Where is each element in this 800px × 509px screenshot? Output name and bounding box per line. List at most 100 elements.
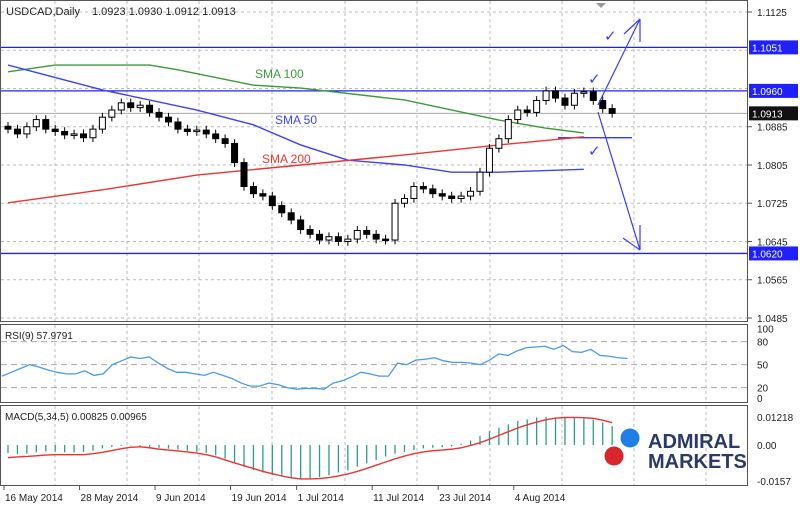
- rsi-label: RSI(9) 57.9791: [5, 331, 73, 342]
- grid: [1, 1, 747, 485]
- candle-bear: [240, 162, 248, 188]
- candle-bear: [212, 133, 220, 140]
- macd-signal-line: [7, 416, 613, 480]
- candle-bull: [504, 119, 512, 140]
- date-label: 16 May 2014: [5, 493, 63, 504]
- candle-bear: [80, 133, 88, 139]
- macd-tick-label: -0.0157: [757, 477, 791, 488]
- logo-blue-dot: [620, 428, 640, 448]
- candle-bull: [193, 129, 201, 133]
- candles: [4, 86, 616, 246]
- candle-bear: [438, 193, 446, 197]
- candle-bear: [183, 128, 191, 133]
- check-icon: ✓: [588, 143, 601, 160]
- candle-bear: [448, 195, 456, 199]
- candle-bull: [32, 119, 40, 128]
- level-label-bg: [749, 40, 798, 55]
- candle-bull: [325, 236, 333, 241]
- macd-label: MACD(5,34,5) 0.00825 0.00965: [5, 412, 147, 423]
- annotations[interactable]: ✓ ✓ ✓: [588, 18, 641, 251]
- candle-bear: [61, 131, 69, 136]
- price-tick-label: 1.0645: [757, 237, 788, 248]
- current-price-label: 1.0913: [752, 109, 783, 120]
- forecast-arrows[interactable]: [597, 18, 641, 251]
- arrow-down-line: [597, 111, 641, 251]
- candle-bear: [523, 109, 531, 113]
- price-tick-label: 1.0485: [757, 314, 788, 325]
- panel-frames: [0, 0, 748, 486]
- candle-bear: [231, 142, 239, 164]
- candle-bull: [542, 90, 550, 101]
- horizontal-levels[interactable]: [0, 46, 748, 255]
- logo-line1: ADMIRAL: [648, 431, 740, 453]
- logo-line2: MARKETS: [648, 451, 747, 473]
- candle-bear: [419, 186, 427, 190]
- candle-bear: [599, 99, 607, 110]
- price-tick-label: 1.0565: [757, 276, 788, 287]
- candle-bear: [127, 102, 135, 109]
- candle-bull: [533, 99, 541, 113]
- candle-bear: [372, 233, 380, 240]
- candle-bear: [259, 193, 267, 197]
- level-label-bg: [749, 246, 798, 261]
- candle-bear: [608, 108, 616, 114]
- candle-bear: [297, 219, 305, 231]
- candle-bull: [476, 171, 484, 192]
- main-panel-frame: [0, 0, 748, 322]
- candle-bear: [287, 212, 295, 221]
- candle-bear: [552, 90, 560, 99]
- arrow-down-head: [622, 237, 641, 251]
- rsi-tick-label: 100: [757, 324, 774, 335]
- ohlc-header: 1.0923 1.0930 1.0912 1.0913: [92, 6, 236, 18]
- candle-bear: [51, 128, 59, 133]
- rsi-panel-frame: [0, 324, 748, 403]
- sma-line: [7, 64, 584, 134]
- candle-bear: [334, 236, 342, 242]
- candle-bear: [221, 138, 229, 144]
- price-tick-label: 1.1125: [757, 8, 787, 19]
- macd-tick-label: 0.00: [757, 441, 777, 452]
- date-label: 11 Jul 2014: [373, 493, 424, 504]
- level-label-bg: [749, 83, 798, 98]
- candle-bear: [174, 121, 182, 130]
- rsi-tick-label: 20: [757, 384, 769, 395]
- candle-bear: [278, 205, 286, 214]
- candle-bull: [467, 190, 475, 197]
- candle-bull: [514, 109, 522, 121]
- level-label: 1.0620: [752, 249, 783, 260]
- axes: 1.1051 1.0960 1.0620 1.0913 1.1125 1.0885 1.08…: [3, 8, 798, 504]
- logo-red-dot: [604, 446, 624, 466]
- date-label: 4 Aug 2014: [515, 493, 566, 504]
- candle-bull: [353, 229, 361, 240]
- price-tick-label: 1.0885: [757, 123, 788, 134]
- arrow-up-line: [597, 18, 641, 106]
- candle-bear: [561, 97, 569, 106]
- candle-bull: [70, 133, 78, 136]
- price-tick-label: 1.0725: [757, 199, 788, 210]
- check-icon: ✓: [604, 28, 617, 45]
- candle-bull: [400, 197, 408, 204]
- rsi-tick-label: 50: [757, 361, 769, 372]
- candle-bull: [457, 195, 465, 199]
- candle-bull: [410, 186, 418, 199]
- chart-shift-marker[interactable]: [596, 3, 606, 8]
- candle-bear: [42, 119, 50, 130]
- check-icon: ✓: [588, 71, 601, 88]
- candle-bear: [4, 125, 12, 130]
- candle-bear: [363, 229, 371, 235]
- sma-label: SMA 100: [255, 67, 304, 81]
- arrow-up-head: [623, 18, 641, 35]
- candle-bear: [13, 128, 21, 135]
- symbol-header: USDCAD,Daily: [6, 6, 80, 18]
- candle-bear: [155, 111, 163, 118]
- candle-bear: [589, 91, 597, 101]
- candle-bear: [306, 229, 314, 235]
- candle-bear: [268, 195, 276, 207]
- date-label: 19 Jun 2014: [232, 493, 287, 504]
- macd-panel-frame: [0, 405, 748, 486]
- date-label: 28 May 2014: [81, 493, 139, 504]
- candle-bear: [316, 233, 324, 241]
- rsi-tick-label: 0: [757, 394, 763, 405]
